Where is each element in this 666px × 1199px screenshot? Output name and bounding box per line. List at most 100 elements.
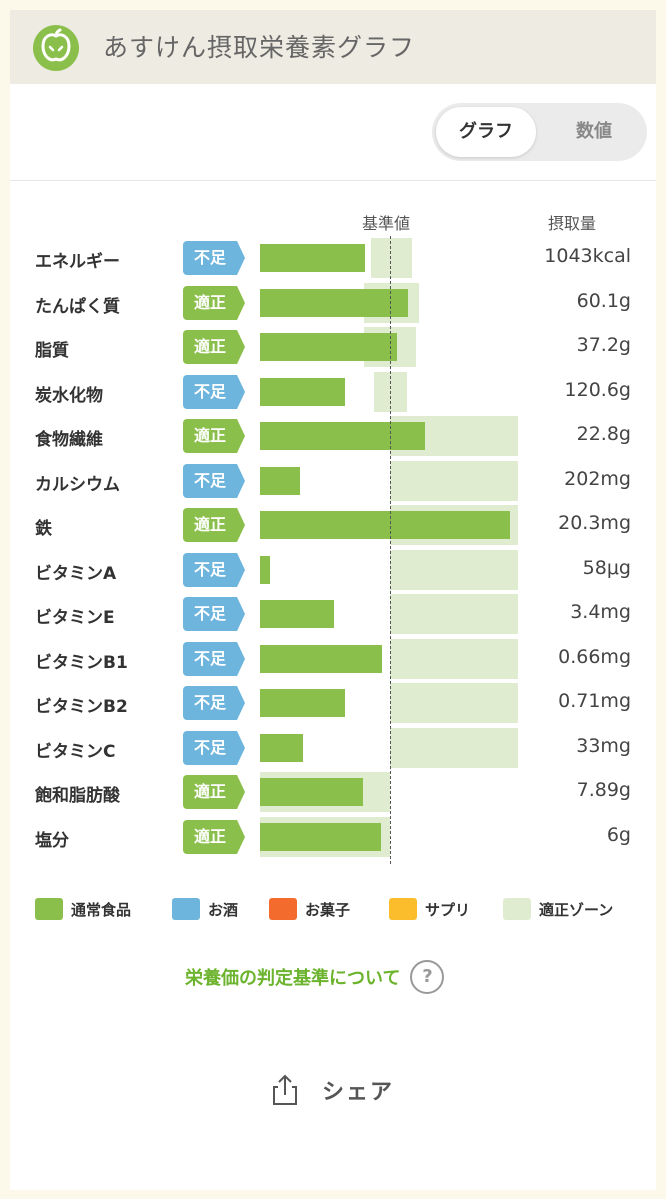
nutrient-name: ビタミンB1 bbox=[35, 652, 128, 673]
nutrient-name: ビタミンC bbox=[35, 741, 116, 762]
app-frame: あすけん摂取栄養素グラフ グラフ 数値 基準値 摂取量 エネルギー 不足 1043k… bbox=[10, 10, 656, 1190]
nutrient-name: エネルギー bbox=[35, 252, 120, 272]
nutrient-name: 鉄 bbox=[35, 519, 52, 539]
status-badge: 不足 bbox=[183, 641, 245, 676]
legend-swatch bbox=[35, 898, 63, 920]
intake-bar bbox=[260, 689, 345, 717]
status-badge-label: 不足 bbox=[193, 693, 226, 712]
number-tab[interactable]: 数値 bbox=[576, 121, 612, 142]
intake-value: 20.3mg bbox=[558, 512, 631, 534]
status-badge: 不足 bbox=[183, 597, 245, 631]
intake-bar bbox=[260, 288, 409, 317]
legend-item: お酒 bbox=[172, 896, 238, 922]
status-badge: 適正 bbox=[183, 775, 245, 809]
intake-bar bbox=[260, 244, 366, 272]
app-header: あすけん摂取栄養素グラフ bbox=[10, 10, 656, 84]
apple-logo-icon bbox=[33, 25, 79, 71]
intake-value: 37.2g bbox=[576, 334, 631, 356]
legend-label: サプリ bbox=[425, 900, 471, 919]
intake-bar bbox=[260, 555, 271, 584]
criteria-link[interactable]: 栄養価の判定基準について bbox=[185, 968, 401, 989]
status-badge-label: 不足 bbox=[193, 559, 226, 579]
status-badge-label: 適正 bbox=[193, 515, 226, 534]
divider bbox=[10, 180, 656, 181]
status-badge-label: 適正 bbox=[193, 782, 226, 801]
reference-line bbox=[390, 236, 391, 864]
status-badge: 不足 bbox=[183, 686, 245, 720]
optimal-zone bbox=[390, 594, 518, 634]
reference-column-header: 基準値 bbox=[362, 214, 411, 233]
nutrient-name: 飽和脂肪酸 bbox=[35, 786, 120, 806]
intake-value: 3.4mg bbox=[570, 601, 631, 623]
status-badge-label: 不足 bbox=[193, 381, 226, 401]
nutrient-name: ビタミンE bbox=[35, 608, 115, 628]
intake-bar bbox=[260, 822, 381, 851]
nutrient-name: 脂質 bbox=[35, 341, 69, 361]
legend-swatch bbox=[389, 898, 417, 920]
intake-value: 120.6g bbox=[564, 378, 631, 401]
graph-tab[interactable]: グラフ bbox=[436, 107, 536, 157]
optimal-zone bbox=[390, 638, 518, 679]
share-icon bbox=[273, 1074, 297, 1105]
status-badge-label: 不足 bbox=[193, 248, 226, 267]
view-toggle: グラフ 数値 bbox=[432, 103, 647, 161]
legend-item: サプリ bbox=[389, 896, 470, 922]
status-badge-label: 不足 bbox=[193, 737, 226, 757]
status-badge: 適正 bbox=[183, 819, 245, 854]
status-badge: 不足 bbox=[183, 730, 245, 765]
status-badge: 適正 bbox=[183, 285, 245, 320]
intake-column-header: 摂取量 bbox=[548, 214, 597, 233]
intake-bar bbox=[260, 600, 335, 628]
intake-value: 1043kcal bbox=[544, 245, 631, 267]
legend-item: 通常食品 bbox=[35, 896, 131, 922]
intake-bar bbox=[260, 422, 426, 450]
status-badge: 不足 bbox=[183, 374, 245, 409]
status-badge: 不足 bbox=[183, 463, 245, 498]
intake-value: 0.71mg bbox=[558, 690, 631, 712]
optimal-zone bbox=[390, 549, 518, 590]
status-badge-label: 適正 bbox=[193, 826, 226, 846]
intake-value: 60.1g bbox=[576, 289, 631, 312]
share-button[interactable]: シェア bbox=[268, 1070, 394, 1110]
nutrient-name: たんぱく質 bbox=[35, 296, 120, 317]
optimal-zone bbox=[390, 460, 518, 501]
intake-value: 7.89g bbox=[576, 779, 631, 801]
status-badge-label: 適正 bbox=[193, 426, 226, 445]
legend-item: お菓子 bbox=[269, 896, 350, 922]
intake-bar bbox=[260, 511, 510, 539]
status-badge-label: 不足 bbox=[193, 648, 226, 668]
app-title: あすけん摂取栄養素グラフ bbox=[103, 33, 416, 62]
intake-bar bbox=[260, 377, 345, 406]
status-badge: 適正 bbox=[183, 330, 245, 364]
nutrient-name: ビタミンB2 bbox=[35, 697, 128, 717]
intake-value: 22.8g bbox=[576, 423, 631, 445]
intake-bar bbox=[260, 333, 397, 361]
intake-value: 33mg bbox=[576, 734, 631, 757]
nutrient-name: 炭水化物 bbox=[35, 385, 103, 406]
criteria-row: 栄養価の判定基準について ? bbox=[185, 960, 445, 994]
intake-value: 0.66mg bbox=[558, 645, 631, 668]
nutrient-name: カルシウム bbox=[35, 474, 120, 495]
share-label: シェア bbox=[322, 1080, 395, 1105]
legend-label: お菓子 bbox=[305, 900, 351, 919]
nutrient-name: 塩分 bbox=[35, 830, 69, 851]
nutrient-name: 食物繊維 bbox=[35, 430, 103, 450]
optimal-zone bbox=[390, 727, 518, 768]
intake-value: 6g bbox=[606, 823, 631, 846]
legend-swatch bbox=[503, 898, 531, 920]
intake-bar bbox=[260, 733, 303, 762]
status-badge-label: 不足 bbox=[193, 470, 226, 490]
status-badge-label: 適正 bbox=[193, 337, 226, 356]
legend-swatch bbox=[172, 898, 200, 920]
legend-item: 適正ゾーン bbox=[503, 896, 613, 922]
status-badge: 適正 bbox=[183, 508, 245, 542]
help-icon[interactable]: ? bbox=[410, 960, 445, 994]
optimal-zone bbox=[370, 238, 413, 278]
legend-label: お酒 bbox=[208, 900, 239, 919]
status-badge: 不足 bbox=[183, 552, 245, 587]
intake-bar bbox=[260, 778, 363, 806]
status-badge-label: 適正 bbox=[193, 292, 226, 312]
legend-label: 通常食品 bbox=[71, 900, 132, 919]
legend-label: 適正ゾーン bbox=[539, 900, 614, 919]
optimal-zone bbox=[390, 683, 518, 723]
